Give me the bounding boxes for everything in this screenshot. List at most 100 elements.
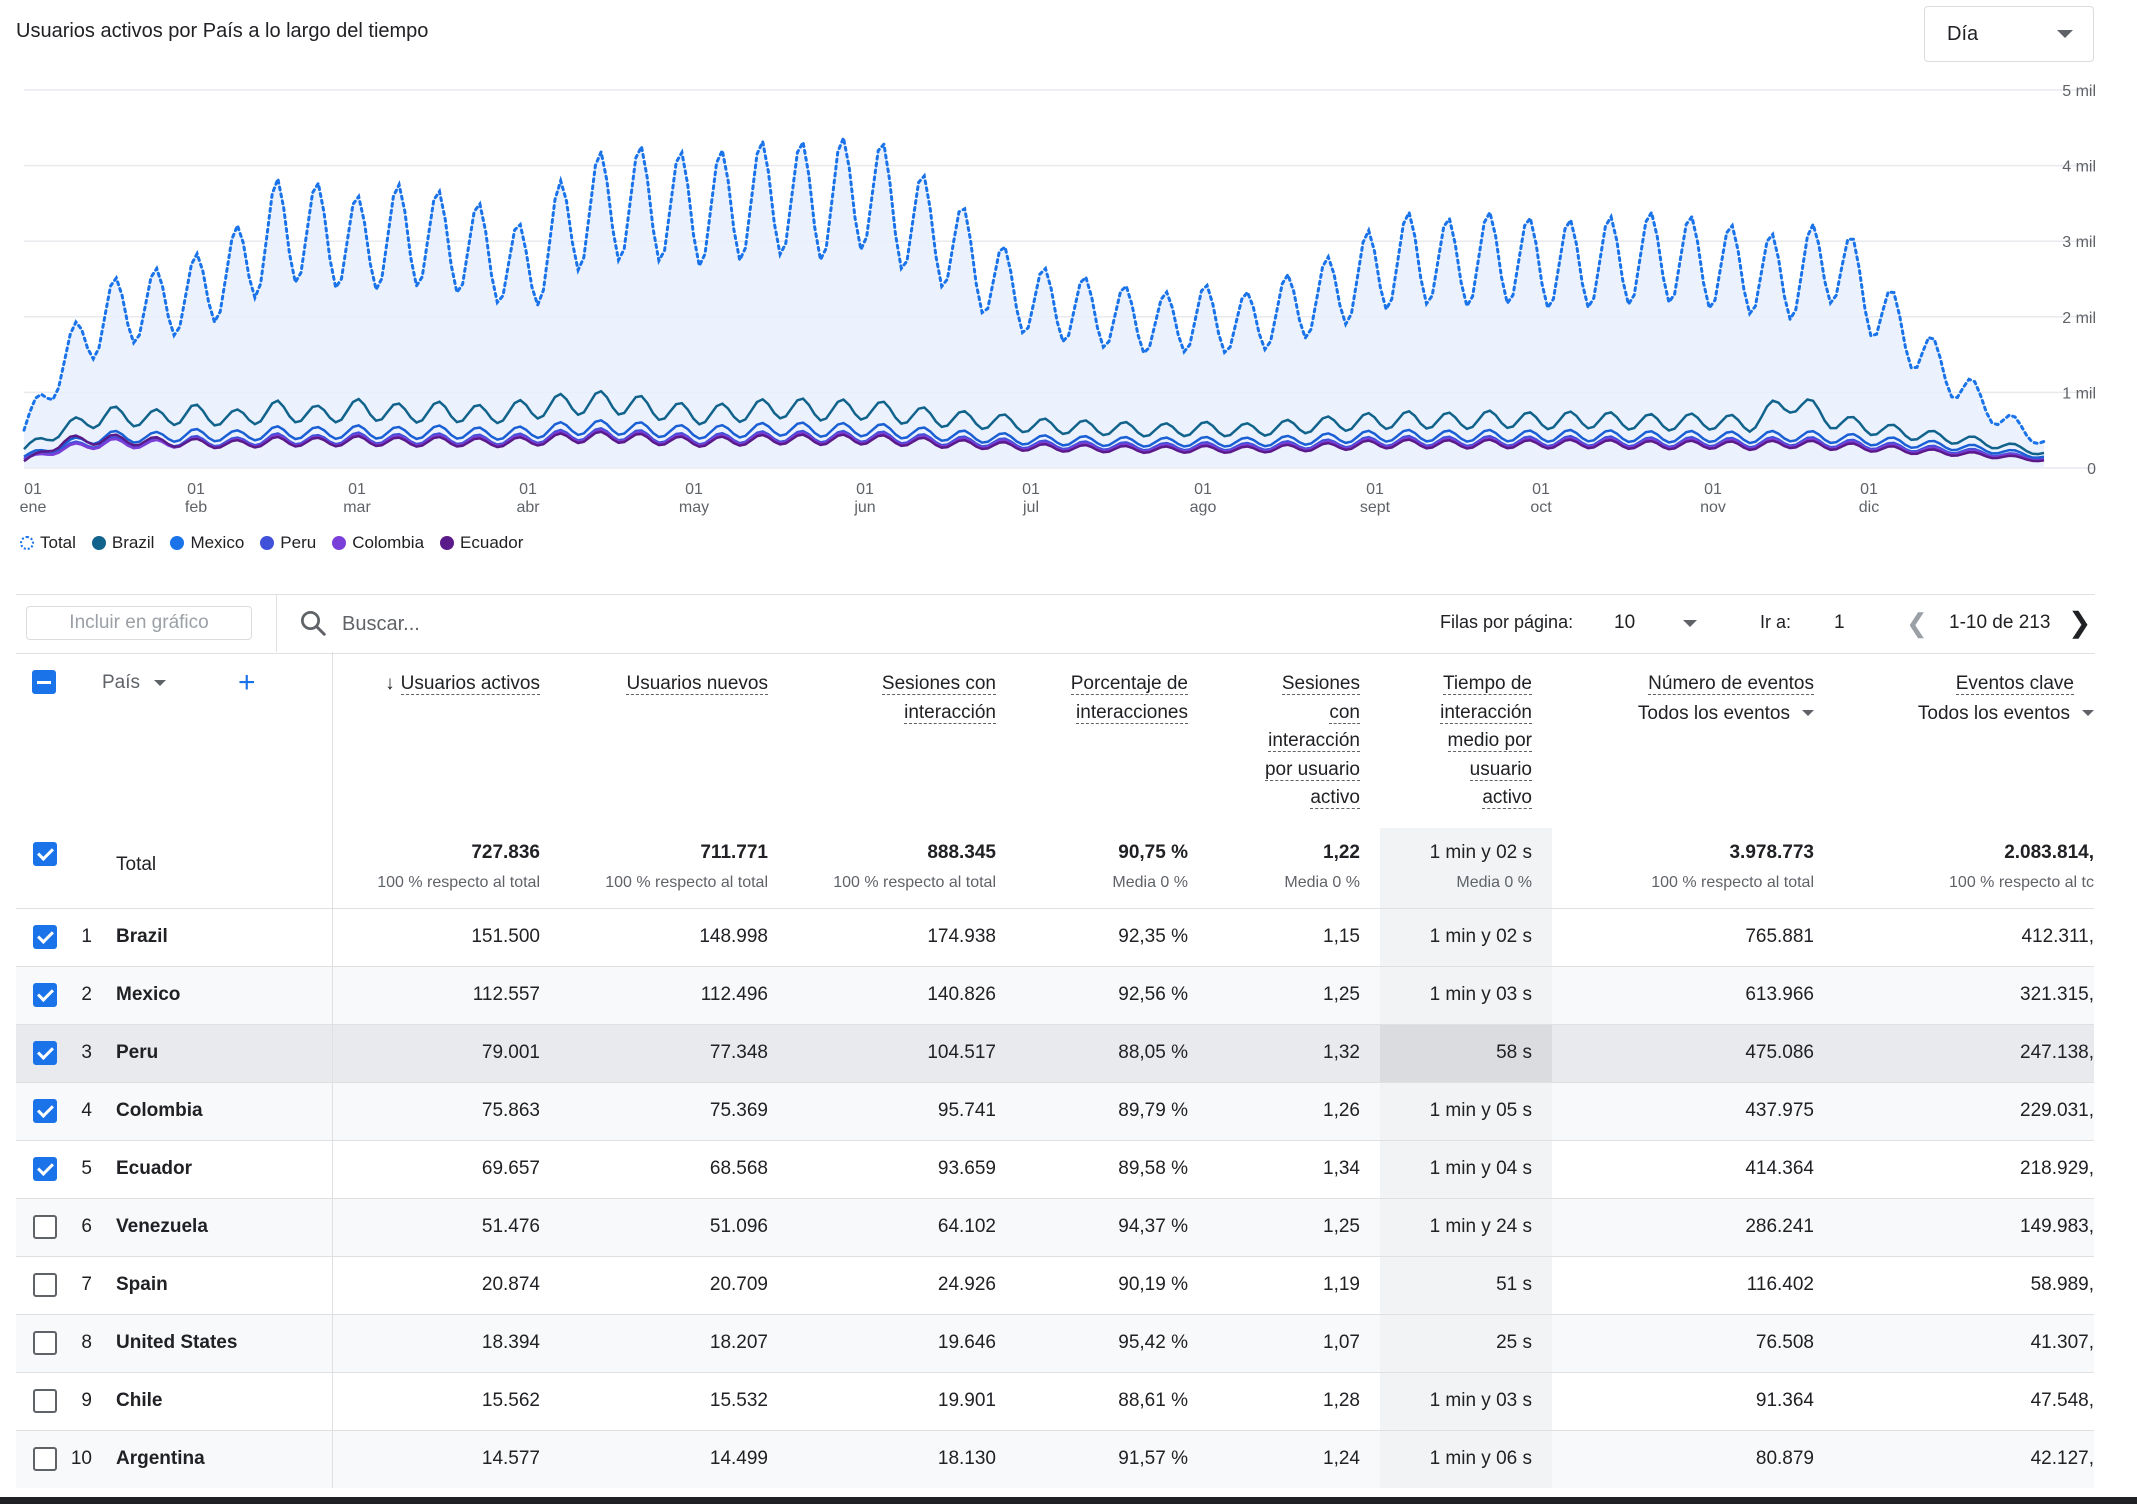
go-to-page-input[interactable]: 1: [1834, 612, 1845, 633]
cell-sessions-per-user: 1,34: [1208, 1139, 1380, 1198]
total-sub: Media 0 %: [1284, 874, 1360, 891]
total-sub: 100 % respecto al total: [605, 874, 768, 891]
row-checkbox[interactable]: [33, 1041, 57, 1065]
row-checkbox[interactable]: [33, 925, 57, 949]
cell-sessions-per-user: 1,26: [1208, 1081, 1380, 1140]
header-line: con: [1329, 701, 1360, 724]
chevron-down-icon[interactable]: [1683, 620, 1697, 627]
header-avg-time[interactable]: Tiempo de interacción medio por usuario …: [1380, 652, 1552, 828]
header-engagement-rate[interactable]: Porcentaje de interacciones: [1016, 652, 1208, 828]
legend-item[interactable]: Colombia: [332, 533, 424, 553]
row-index: 2: [62, 965, 102, 1024]
pagination-range: 1-10 de 213: [1949, 612, 2051, 633]
cell-active-users: 75.863: [332, 1081, 560, 1140]
legend-item[interactable]: Total: [20, 533, 76, 553]
svg-text:01: 01: [856, 481, 874, 498]
country-name: Chile: [102, 1371, 333, 1430]
header-engaged-sessions[interactable]: Sesiones con interacción: [788, 652, 1016, 828]
cell-engagement-rate: 91,57 %: [1016, 1429, 1208, 1488]
table-row[interactable]: 1 Brazil 151.500 148.998 174.938 92,35 % 1,15 1…: [16, 907, 2094, 966]
svg-text:01: 01: [24, 481, 42, 498]
cell-new-users: 51.096: [560, 1197, 788, 1256]
header-event-count[interactable]: Número de eventos Todos los eventos: [1552, 652, 1834, 828]
cell-event-count: 286.241: [1552, 1197, 1834, 1256]
header-key-events-label: Eventos clave: [1955, 673, 2074, 695]
cell-active-users: 69.657: [332, 1139, 560, 1198]
legend-item[interactable]: Brazil: [91, 533, 154, 553]
add-dimension-icon[interactable]: +: [238, 666, 256, 699]
header-line: interacciones: [1076, 701, 1188, 724]
cell-event-count: 76.508: [1552, 1313, 1834, 1372]
legend-item[interactable]: Ecuador: [440, 533, 523, 553]
cell-active-users: 151.500: [332, 907, 560, 966]
header-new-users-label: Usuarios nuevos: [626, 673, 768, 695]
cell-engagement-rate: 94,37 %: [1016, 1197, 1208, 1256]
cell-new-users: 112.496: [560, 965, 788, 1024]
legend-item[interactable]: Mexico: [170, 533, 244, 553]
table-row[interactable]: 2 Mexico 112.557 112.496 140.826 92,56 % 1,25 1…: [16, 965, 2094, 1024]
select-all-checkbox[interactable]: [32, 670, 56, 694]
table-row[interactable]: 5 Ecuador 69.657 68.568 93.659 89,58 % 1,34 1 m…: [16, 1139, 2094, 1198]
cell-sessions-per-user: 1,28: [1208, 1371, 1380, 1430]
legend-item[interactable]: Peru: [260, 533, 316, 553]
row-checkbox[interactable]: [33, 1215, 57, 1239]
header-key-events[interactable]: Eventos clave Todos los eventos: [1834, 652, 2094, 828]
go-to-page-label: Ir a:: [1760, 612, 1792, 632]
event-filter-dropdown[interactable]: Todos los eventos: [1552, 703, 1814, 725]
total-value: 90,75 %: [1118, 842, 1188, 863]
chevron-down-icon: [154, 680, 167, 686]
row-checkbox[interactable]: [33, 1157, 57, 1181]
key-event-filter-dropdown[interactable]: Todos los eventos: [1834, 703, 2094, 725]
row-index: 9: [62, 1371, 102, 1430]
table-row[interactable]: 8 United States 18.394 18.207 19.646 95,42 % 1…: [16, 1313, 2094, 1372]
event-filter-value: Todos los eventos: [1637, 702, 1790, 724]
legend-swatch-icon: [91, 536, 106, 550]
cell-key-events: 229.031,: [1834, 1081, 2094, 1140]
svg-text:01: 01: [519, 481, 537, 498]
country-name: Brazil: [102, 907, 333, 966]
table-row[interactable]: 9 Chile 15.562 15.532 19.901 88,61 % 1,28 1 min…: [16, 1371, 2094, 1430]
header-new-users[interactable]: Usuarios nuevos: [560, 652, 788, 828]
row-checkbox[interactable]: [33, 983, 57, 1007]
table-row[interactable]: 4 Colombia 75.863 75.369 95.741 89,79 % 1,26 1 …: [16, 1081, 2094, 1140]
row-checkbox[interactable]: [33, 1273, 57, 1297]
rows-per-page-dropdown[interactable]: 10: [1614, 612, 1636, 633]
cell-engaged-sessions: 95.741: [788, 1081, 1016, 1140]
total-label: Total: [102, 828, 333, 908]
toolbar-divider: [276, 594, 277, 652]
total-value: 1,22: [1323, 842, 1360, 863]
total-checkbox[interactable]: [33, 842, 57, 866]
y-tick-label: 2 mil: [2062, 310, 2096, 327]
svg-text:nov: nov: [1700, 499, 1726, 516]
chevron-down-icon: [1802, 710, 1814, 717]
row-checkbox[interactable]: [33, 1331, 57, 1355]
chevron-right-icon[interactable]: ❯: [2068, 607, 2092, 638]
cell-avg-time: 1 min y 03 s: [1380, 1371, 1552, 1430]
svg-text:dic: dic: [1859, 499, 1879, 516]
header-sessions-per-user[interactable]: Sesiones con interacción por usuario act…: [1208, 652, 1380, 828]
header-line: Sesiones con: [881, 673, 996, 695]
svg-text:01: 01: [1860, 481, 1878, 498]
row-checkbox[interactable]: [33, 1099, 57, 1123]
search-input[interactable]: [340, 606, 744, 642]
cell-active-users: 112.557: [332, 965, 560, 1024]
cell-event-count: 437.975: [1552, 1081, 1834, 1140]
chevron-left-icon[interactable]: ❮: [1906, 608, 1928, 638]
svg-text:may: may: [679, 499, 709, 516]
total-sub: 100 % respecto al total: [377, 874, 540, 891]
row-checkbox[interactable]: [33, 1447, 57, 1472]
table-row[interactable]: 10 Argentina 14.577 14.499 18.130 91,57 % 1,24…: [16, 1429, 2094, 1488]
header-active-users[interactable]: ↓ Usuarios activos: [332, 652, 560, 828]
dimension-dropdown[interactable]: País: [102, 672, 167, 694]
total-value: 888.345: [927, 842, 996, 863]
row-checkbox[interactable]: [33, 1389, 57, 1413]
period-dropdown[interactable]: Día: [1924, 6, 2094, 62]
include-in-chart-button[interactable]: Incluir en gráfico: [26, 606, 252, 640]
chart-title: Usuarios activos por País a lo largo del…: [16, 20, 429, 42]
country-name: Mexico: [102, 965, 333, 1024]
cell-event-count: 116.402: [1552, 1255, 1834, 1314]
table-row[interactable]: 6 Venezuela 51.476 51.096 64.102 94,37 % 1,25 1…: [16, 1197, 2094, 1256]
